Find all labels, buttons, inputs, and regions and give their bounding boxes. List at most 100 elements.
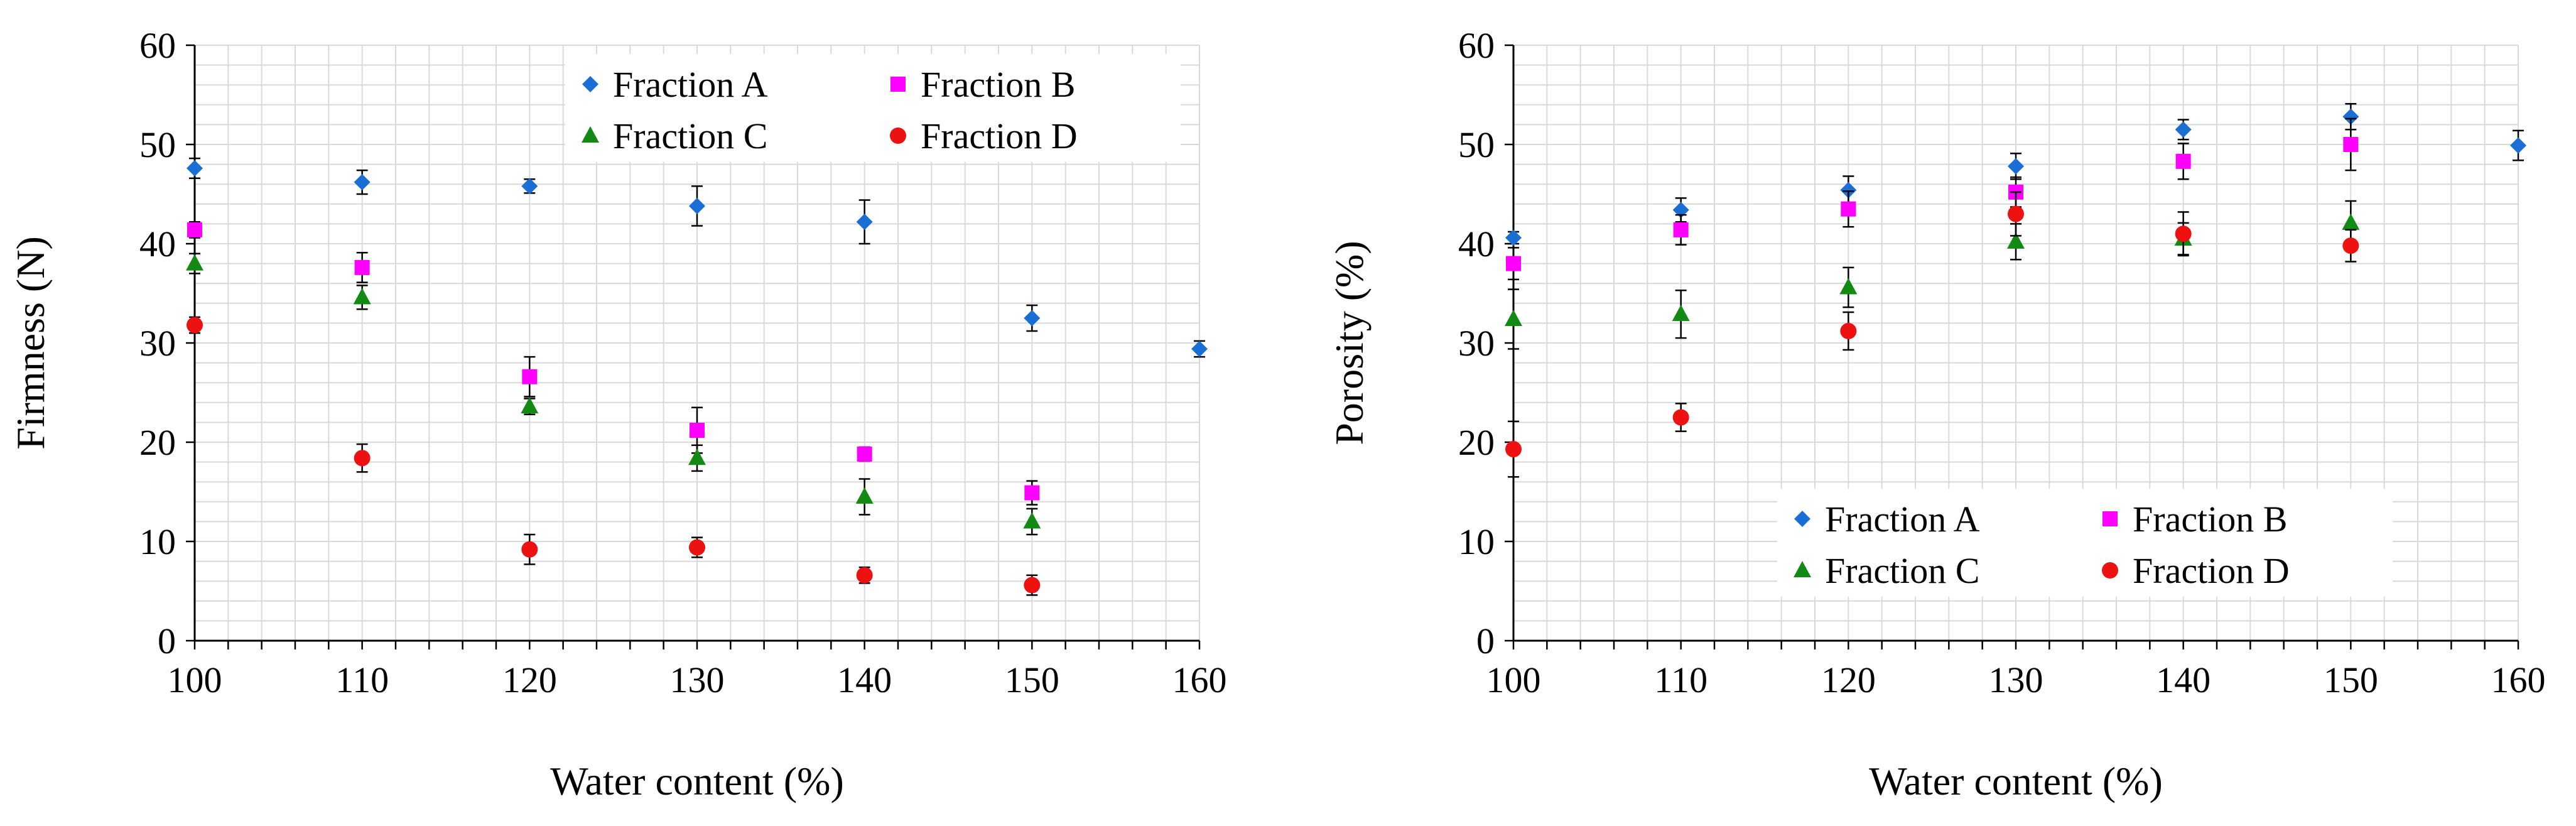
y-tick-label: 40 [139, 224, 176, 264]
series-fraction-d [1505, 191, 2359, 478]
data-point [522, 369, 538, 384]
data-point [1840, 323, 1857, 340]
y-tick-label: 20 [139, 422, 176, 463]
x-tick-label: 110 [1654, 660, 1707, 700]
data-point [1841, 201, 1856, 217]
data-point [856, 214, 873, 231]
x-tick-label: 100 [1486, 660, 1541, 700]
data-point [1024, 577, 1041, 594]
legend-box [1777, 489, 2393, 597]
x-tick-label: 150 [1005, 660, 1059, 700]
x-tick-label: 130 [1989, 660, 2043, 700]
legend-label: Fraction B [921, 64, 1075, 105]
x-axis-title: Water content (%) [1869, 759, 2163, 803]
x-tick-label: 140 [2156, 660, 2211, 700]
data-point [2342, 213, 2360, 230]
data-point [2510, 137, 2526, 154]
data-point [2342, 108, 2359, 125]
legend-label: Fraction B [2133, 499, 2287, 540]
data-point [354, 259, 370, 275]
data-point [1191, 340, 1208, 357]
series-fraction-b [187, 220, 1040, 506]
data-point [1023, 512, 1041, 529]
firmness-chart: 100 110 120 130 140 150 160 0 10 20 30 40 50 60 Water … [8, 25, 1227, 803]
series-fraction-a [187, 157, 1208, 358]
y-tick-label: 0 [158, 621, 176, 661]
data-point [354, 174, 371, 191]
data-point [688, 448, 706, 465]
data-point [1672, 202, 1689, 219]
y-tick-label: 60 [1458, 25, 1495, 66]
legend: Fraction A Fraction B Fraction C Fraction D [1777, 489, 2393, 597]
data-point [2175, 121, 2192, 138]
x-tick-label: 100 [168, 660, 222, 700]
y-tick-label: 10 [1458, 521, 1495, 562]
y-tick-label: 0 [1476, 621, 1495, 661]
legend-label: Fraction A [613, 64, 768, 105]
data-point [1840, 182, 1857, 198]
legend-marker [1794, 511, 1810, 527]
data-point [1673, 222, 1689, 237]
data-point [353, 288, 371, 305]
legend-label: Fraction A [1825, 499, 1980, 540]
data-point [1024, 310, 1041, 327]
y-tick-label: 10 [139, 521, 176, 562]
data-point [187, 222, 202, 237]
legend-marker [2102, 511, 2118, 526]
y-tick-label: 50 [139, 124, 176, 165]
series-fraction-b [1506, 117, 2359, 281]
legend-label: Fraction D [2133, 550, 2290, 591]
data-point [1024, 485, 1040, 501]
data-point [2343, 137, 2359, 152]
y-axis-title: Porosity (%) [1327, 241, 1372, 445]
data-point [2008, 158, 2024, 175]
x-tick-label: 120 [502, 660, 557, 700]
y-tick-label: 60 [139, 25, 176, 66]
data-point [2007, 232, 2025, 249]
x-tick-label: 120 [1821, 660, 1876, 700]
legend-marker [890, 77, 906, 92]
data-point [186, 254, 203, 271]
data-point [689, 197, 705, 214]
data-point [856, 567, 873, 584]
data-point [1506, 256, 1521, 271]
series-fraction-a [1505, 102, 2526, 246]
legend-marker [2102, 562, 2118, 579]
data-point [521, 397, 539, 414]
data-point [2175, 153, 2191, 169]
legend-box [565, 54, 1181, 162]
data-point [187, 317, 203, 334]
data-point [2175, 226, 2192, 242]
legend-label: Fraction C [1825, 550, 1979, 591]
data-point [187, 160, 203, 177]
y-tick-label: 30 [139, 323, 176, 364]
data-point [521, 541, 538, 558]
legend-marker [890, 128, 906, 144]
legend-label: Fraction C [613, 116, 767, 156]
y-tick-label: 50 [1458, 124, 1495, 165]
data-point [690, 423, 705, 438]
x-tick-label: 160 [1172, 660, 1227, 700]
legend-marker [1794, 561, 1811, 577]
series-fraction-c [1505, 200, 2360, 350]
legend: Fraction A Fraction B Fraction C Fraction D [565, 54, 1181, 162]
x-tick-label: 140 [837, 660, 892, 700]
data-point [354, 450, 371, 467]
data-point [689, 539, 705, 556]
x-tick-label: 130 [670, 660, 725, 700]
series-fraction-d [187, 316, 1041, 596]
data-point [1839, 278, 1858, 295]
data-point [857, 446, 872, 462]
data-point [521, 178, 538, 195]
legend-marker [582, 126, 599, 143]
x-tick-label: 150 [2324, 660, 2378, 700]
data-point [855, 487, 874, 504]
data-point [1672, 305, 1690, 322]
x-tick-label: 160 [2491, 660, 2546, 700]
x-axis-title: Water content (%) [550, 759, 844, 803]
data-point [1505, 441, 1522, 458]
legend-label: Fraction D [921, 116, 1078, 156]
x-tick-label: 110 [335, 660, 389, 700]
data-point [2008, 205, 2024, 222]
